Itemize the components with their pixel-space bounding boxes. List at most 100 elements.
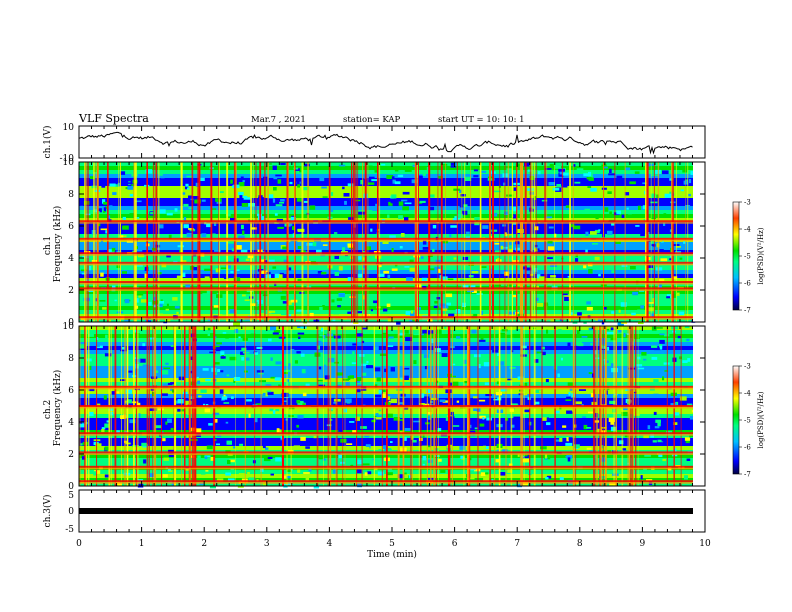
- spectrogram-cell: [566, 455, 573, 459]
- spectrogram-cell: [143, 459, 147, 464]
- spectrogram-cell: [583, 173, 590, 177]
- spectrogram-cell: [433, 305, 438, 309]
- ch2-ylabel-channel: ch.2: [43, 400, 53, 419]
- spectrogram-cell: [504, 271, 510, 276]
- spectrogram-cell: [202, 368, 209, 371]
- spectrogram-cell: [88, 266, 92, 271]
- spectrogram-cell: [258, 216, 265, 220]
- spectrogram-streak: [603, 162, 605, 322]
- spectrogram-cell: [555, 439, 563, 442]
- spectrogram-cell: [522, 458, 529, 463]
- spectrogram-cell: [172, 297, 178, 301]
- spectrogram-cell: [606, 328, 610, 331]
- spectrogram-cell: [102, 199, 106, 204]
- spectrogram-cell: [330, 192, 334, 196]
- spectrogram-cell: [272, 266, 277, 269]
- spectrogram-cell: [162, 383, 169, 388]
- spectrogram-cell: [277, 179, 282, 184]
- ch2-spectrogram-panel: 0 2 4 6 8 10 ch.2 Frequency (kHz): [43, 322, 706, 492]
- spectrogram-streak: [569, 162, 571, 322]
- spectrogram-cell: [241, 347, 247, 352]
- spectrogram-cell: [387, 317, 394, 322]
- spectrogram-cell: [666, 430, 672, 434]
- spectrogram-cell: [303, 472, 310, 474]
- spectrogram-streak: [352, 162, 355, 322]
- spectrogram-streak: [378, 162, 381, 322]
- spectrogram-cell: [222, 312, 229, 315]
- spectrogram-cell: [82, 456, 86, 460]
- spectrogram-cell: [434, 455, 440, 457]
- spectrogram-cell: [442, 228, 448, 232]
- spectrogram-cell: [220, 356, 226, 359]
- spectrogram-cell: [393, 417, 401, 421]
- spectrogram-cell: [476, 293, 483, 295]
- spectrogram-cell: [575, 265, 582, 270]
- spectrogram-cell: [650, 171, 655, 174]
- spectrogram-cell: [474, 383, 477, 388]
- spectrogram-cell: [537, 248, 540, 251]
- spectrogram-cell: [609, 168, 612, 173]
- spectrogram-cell: [610, 328, 616, 333]
- spectrogram-cell: [562, 172, 569, 176]
- spectrogram-cell: [302, 361, 309, 367]
- spectrogram-cell: [306, 243, 313, 246]
- spectrogram-cell: [422, 329, 428, 334]
- spectrogram-streak: [675, 162, 677, 322]
- spectrogram-cell: [565, 399, 572, 401]
- spectrogram-cell: [497, 384, 504, 387]
- spectrogram-streak: [415, 162, 418, 322]
- spectrogram-cell: [434, 266, 440, 271]
- spectrogram-cell: [212, 412, 220, 416]
- ch1-colorbar-label: log(PSD)(V²/Hz): [757, 227, 765, 284]
- spectrogram-streak: [252, 162, 254, 322]
- spectrogram-cell: [557, 373, 560, 378]
- spectrogram-cell: [259, 380, 266, 383]
- spectrogram-cell: [512, 295, 516, 298]
- spectrogram-cell: [362, 327, 368, 330]
- spectrogram-cell: [239, 443, 243, 446]
- spectrogram-streak: [646, 162, 649, 322]
- spectrogram-cell: [295, 168, 300, 171]
- spectrogram-cell: [202, 293, 209, 296]
- spectrogram-cell: [167, 418, 172, 423]
- spectrogram-cell: [336, 298, 343, 301]
- spectrogram-cell: [436, 329, 442, 334]
- spectrogram-cell: [644, 454, 651, 457]
- spectrogram-cell: [290, 349, 295, 353]
- spectrogram-cell: [450, 162, 455, 166]
- spectrogram-streak: [226, 162, 229, 322]
- spectrogram-cell: [583, 265, 587, 269]
- spectrogram-cell: [161, 370, 169, 375]
- spectrogram-cell: [598, 229, 601, 232]
- spectrogram-cell: [278, 384, 281, 387]
- spectrogram-cell: [296, 319, 303, 321]
- spectrogram-cell: [195, 428, 202, 433]
- spectrogram-cell: [177, 408, 181, 412]
- spectrogram-cell: [201, 470, 206, 475]
- spectrogram-cell: [508, 215, 514, 217]
- spectrogram-cell: [478, 364, 481, 369]
- spectrogram-cell: [615, 241, 621, 244]
- spectrogram-cell: [345, 381, 350, 386]
- spectrogram-cell: [177, 399, 184, 404]
- spectrogram-cell: [607, 191, 612, 194]
- spectrogram-cell: [98, 279, 106, 281]
- spectrogram-row: [79, 166, 693, 170]
- spectrogram-cell: [125, 187, 130, 190]
- spectrogram-cell: [108, 407, 114, 412]
- spectrogram-band: [79, 316, 693, 319]
- spectrogram-streak: [650, 162, 652, 322]
- spectrogram-cell: [637, 367, 645, 370]
- spectrogram-cell: [226, 440, 232, 445]
- spectrogram-cell: [421, 256, 424, 259]
- spectrogram-cell: [445, 293, 453, 298]
- spectrogram-cell: [568, 437, 573, 441]
- spectrogram-cell: [525, 267, 532, 271]
- spectrogram-cell: [190, 162, 198, 165]
- spectrogram-cell: [280, 295, 286, 300]
- spectrogram-cell: [521, 266, 527, 270]
- spectrogram-band-edge: [79, 387, 693, 390]
- spectrogram-streak: [235, 162, 237, 322]
- xtick-label: 10: [699, 539, 711, 549]
- spectrogram-cell: [374, 394, 382, 398]
